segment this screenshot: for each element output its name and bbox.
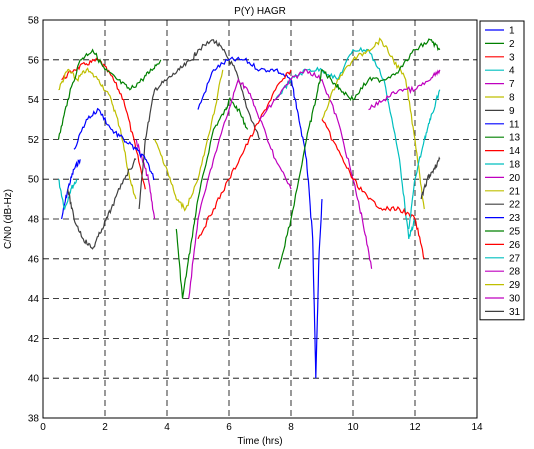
legend-label-27: 27 [509, 253, 521, 264]
series-line-13 [57, 48, 162, 140]
legend-label-25: 25 [509, 227, 521, 238]
y-tick-label: 56 [28, 55, 40, 66]
y-tick-labels: 38 40 42 44 46 48 50 52 54 56 58 [28, 16, 40, 425]
series-line-4 [57, 178, 78, 211]
series-line-30 [368, 69, 441, 111]
legend-label-28: 28 [509, 267, 521, 278]
series-line-14 [197, 69, 292, 240]
series-line-21 [321, 37, 425, 210]
x-tick-label: 10 [347, 422, 359, 433]
y-tick-label: 54 [28, 95, 40, 106]
series-line-26 [321, 119, 425, 260]
legend-label-31: 31 [509, 307, 521, 318]
series-line-18 [274, 46, 416, 239]
legend-label-30: 30 [509, 294, 521, 305]
series-line-1 [61, 159, 81, 220]
legend-label-8: 8 [509, 93, 515, 104]
chart-title: P(Y) HAGR [234, 6, 286, 17]
series-line-29 [154, 69, 224, 212]
series-line-9 [138, 39, 261, 210]
legend-label-9: 9 [509, 106, 515, 117]
legend-label-26: 26 [509, 240, 521, 251]
legend-label-7: 7 [509, 79, 515, 90]
y-axis-label: C/N0 (dB-Hz) [3, 189, 14, 249]
plot-frame [42, 19, 478, 419]
y-tick-label: 52 [28, 135, 40, 146]
x-tick-label: 14 [471, 422, 483, 433]
series-line-27 [408, 89, 441, 230]
x-tick-label: 4 [164, 422, 170, 433]
legend-label-1: 1 [509, 26, 515, 37]
y-tick-label: 48 [28, 215, 40, 226]
x-tick-label: 12 [409, 422, 421, 433]
series-line-2 [175, 96, 249, 299]
series-line-8 [58, 67, 137, 200]
legend-label-29: 29 [509, 280, 521, 291]
series-line-31 [420, 156, 441, 200]
legend-label-2: 2 [509, 39, 515, 50]
legend-label-13: 13 [509, 133, 521, 144]
series-lines [57, 37, 441, 379]
legend-label-4: 4 [509, 66, 515, 77]
series-line-7 [135, 139, 156, 220]
y-tick-label: 46 [28, 254, 40, 265]
y-tick-label: 44 [28, 294, 40, 305]
y-tick-label: 42 [28, 334, 40, 345]
y-tick-label: 50 [28, 175, 40, 186]
legend-label-21: 21 [509, 186, 521, 197]
series-line-25 [278, 38, 441, 269]
x-tick-labels: 0 2 4 6 8 10 12 14 [40, 422, 483, 433]
y-tick-label: 38 [28, 414, 40, 425]
series-line-20 [259, 68, 373, 269]
legend-label-23: 23 [509, 213, 521, 224]
legend-label-3: 3 [509, 52, 515, 63]
legend-label-11: 11 [509, 119, 520, 130]
x-tick-label: 2 [102, 422, 108, 433]
legend-label-18: 18 [509, 160, 521, 171]
series-line-3 [61, 57, 146, 190]
x-tick-label: 8 [288, 422, 294, 433]
series-line-23 [73, 107, 155, 181]
legend-label-20: 20 [509, 173, 521, 184]
y-tick-label: 40 [28, 374, 40, 385]
legend-label-14: 14 [509, 146, 521, 157]
x-tick-label: 0 [40, 422, 46, 433]
series-line-28 [188, 77, 292, 299]
legend-label-22: 22 [509, 200, 521, 211]
x-axis-label: Time (hrs) [237, 436, 282, 447]
y-tick-label: 58 [28, 16, 40, 27]
grid-lines [43, 20, 477, 418]
x-tick-label: 6 [226, 422, 232, 433]
series-line-22 [67, 158, 137, 250]
